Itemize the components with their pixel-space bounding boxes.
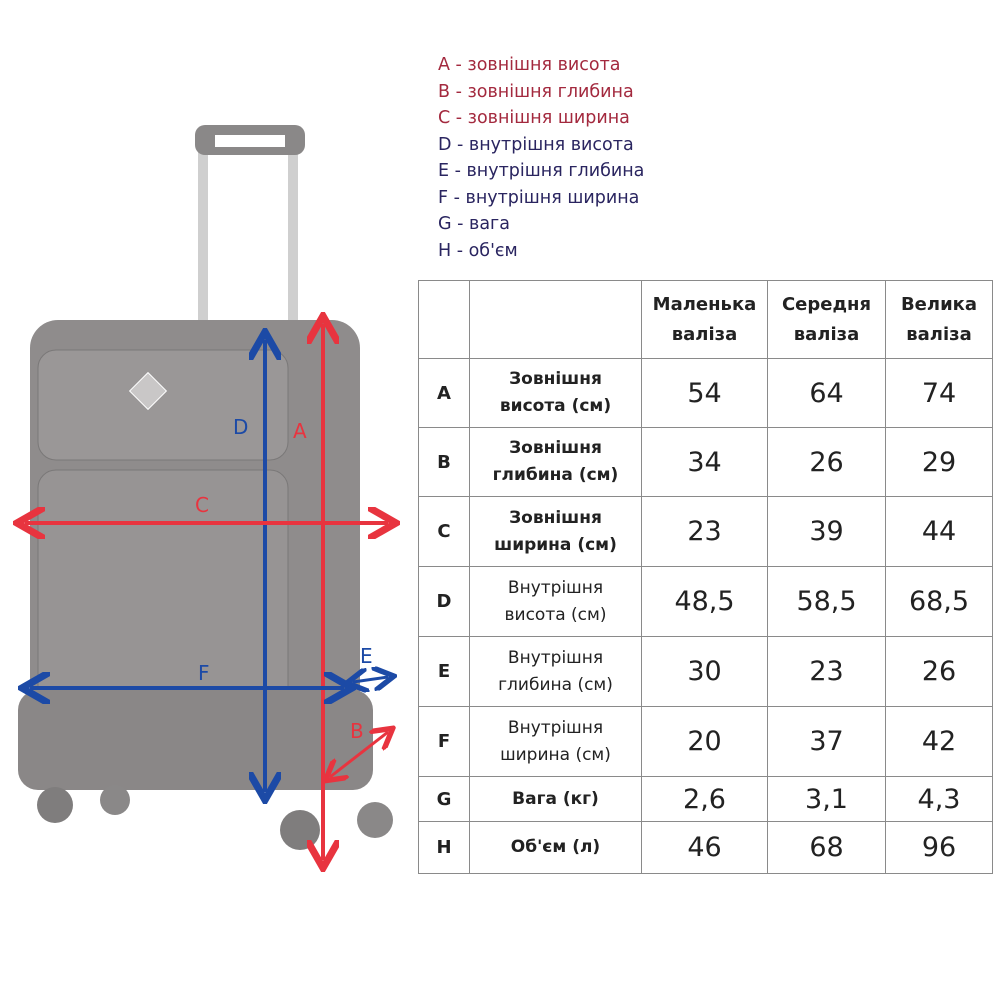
label-d: D [233,415,248,439]
cell-value: 3,1 [767,776,886,822]
cell-value: 96 [885,821,993,874]
arrow-e [353,677,388,682]
table-row: A Зовнішня висота (см) 54 64 74 [418,358,993,428]
table-row: B Зовнішня глибина (см) 34 26 29 [418,427,993,497]
table-row: E Внутрішня глибина (см) 30 23 26 [418,636,993,707]
cell-value: 23 [767,636,886,707]
table-row: G Вага (кг) 2,6 3,1 4,3 [418,776,993,822]
row-letter: C [418,496,470,567]
table-row: C Зовнішня ширина (см) 23 39 44 [418,496,993,567]
row-label: Внутрішня глибина (см) [469,636,642,707]
cell-value: 44 [885,496,993,567]
label-f: F [198,661,210,685]
row-letter: D [418,566,470,637]
row-letter: E [418,636,470,707]
row-label: Об'єм (л) [469,821,642,874]
cell-value: 30 [641,636,768,707]
cell-value: 68 [767,821,886,874]
cell-value: 26 [767,427,886,497]
row-letter: B [418,427,470,497]
cell-value: 4,3 [885,776,993,822]
row-label: Зовнішня ширина (см) [469,496,642,567]
label-b: B [350,719,364,743]
row-label: Вага (кг) [469,776,642,822]
table-row: H Об'єм (л) 46 68 96 [418,821,993,874]
legend-item: B - зовнішня глибина [438,81,634,102]
arrow-b [330,732,388,777]
table-row: D Внутрішня висота (см) 48,5 58,5 68,5 [418,566,993,637]
cell-value: 26 [885,636,993,707]
row-label: Зовнішня висота (см) [469,358,642,428]
cell-value: 58,5 [767,566,886,637]
suitcase-diagram: D A C F E B [0,125,415,1000]
cell-value: 68,5 [885,566,993,637]
header-large: Велика валіза [885,280,993,359]
row-label: Внутрішня висота (см) [469,566,642,637]
legend-item: G - вага [438,214,510,234]
cell-value: 20 [641,706,768,777]
dimension-legend: A - зовнішня висота B - зовнішня глибина C… [438,52,644,264]
legend-item: D - внутрішня висота [438,134,634,155]
cell-value: 54 [641,358,768,428]
cell-value: 29 [885,427,993,497]
size-table: Маленька валіза Середня валіза Велика валіз… [418,280,993,874]
header-small: Маленька валіза [641,280,768,359]
cell-value: 48,5 [641,566,768,637]
legend-item: C - зовнішня ширина [438,108,630,128]
row-label: Зовнішня глибина (см) [469,427,642,497]
label-a: A [293,419,307,443]
cell-value: 42 [885,706,993,777]
cell-value: 46 [641,821,768,874]
cell-value: 74 [885,358,993,428]
header-medium: Середня валіза [767,280,886,359]
cell-value: 2,6 [641,776,768,822]
row-letter: A [418,358,470,428]
suitcase-image [18,125,393,850]
legend-item: F - внутрішня ширина [438,187,640,208]
label-c: C [195,493,209,517]
cell-value: 37 [767,706,886,777]
legend-item: H - об'єм [438,240,518,261]
row-letter: F [418,706,470,777]
legend-item: A - зовнішня висота [438,55,621,75]
cell-value: 39 [767,496,886,567]
table-header-row: Маленька валіза Середня валіза Велика валіз… [418,280,993,359]
legend-item: E - внутрішня глибина [438,161,645,181]
cell-value: 34 [641,427,768,497]
label-e: E [360,644,373,668]
cell-value: 64 [767,358,886,428]
row-label: Внутрішня ширина (см) [469,706,642,777]
table-row: F Внутрішня ширина (см) 20 37 42 [418,706,993,777]
row-letter: G [418,776,470,822]
cell-value: 23 [641,496,768,567]
row-letter: H [418,821,470,874]
